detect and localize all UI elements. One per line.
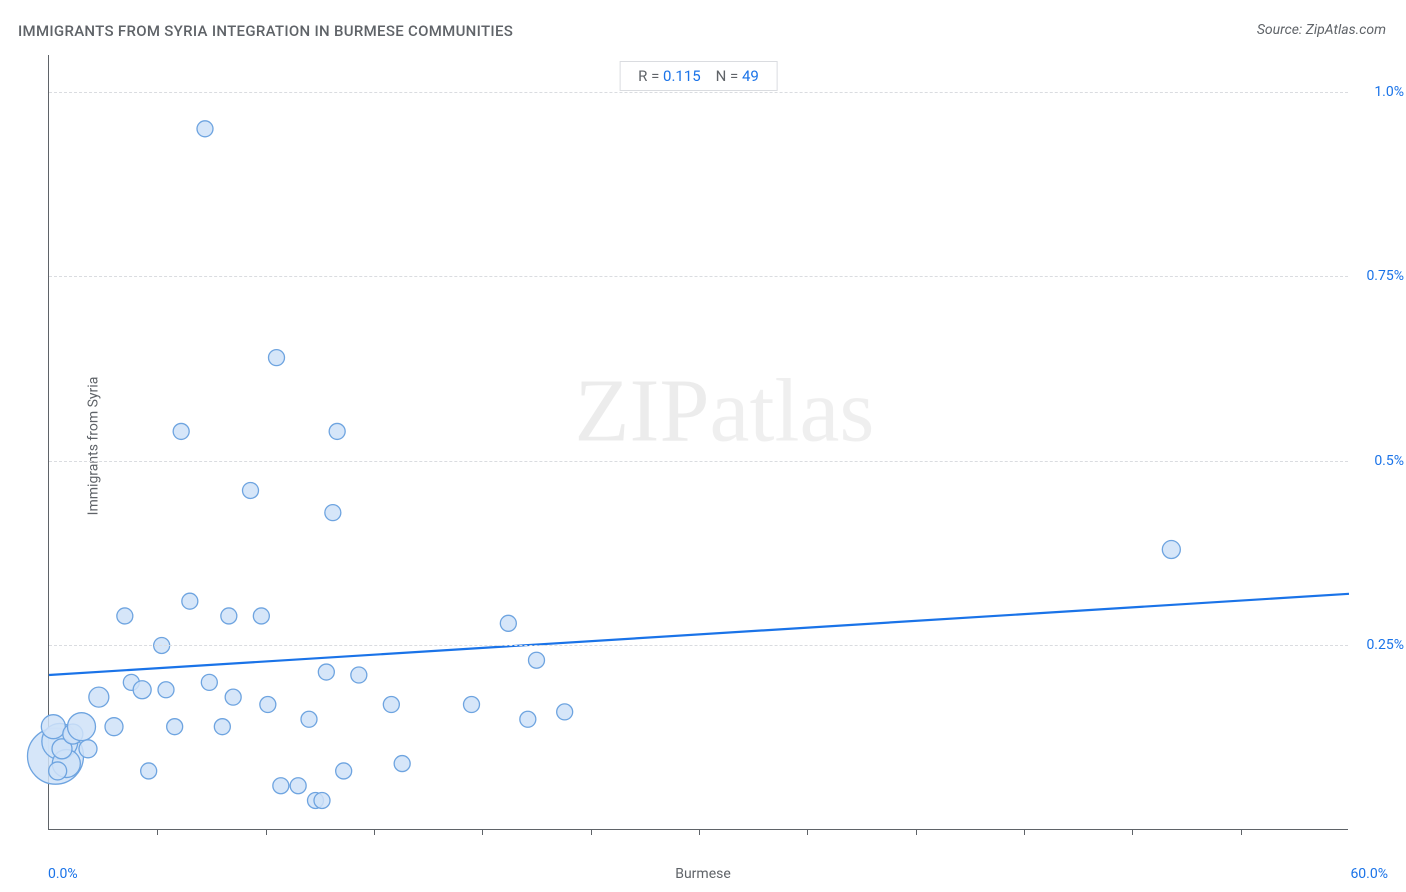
data-point[interactable] — [253, 608, 269, 624]
data-point[interactable] — [141, 763, 157, 779]
data-point[interactable] — [383, 697, 399, 713]
x-tick — [157, 829, 158, 835]
data-point[interactable] — [49, 762, 67, 780]
r-value: 0.115 — [663, 67, 701, 85]
data-point[interactable] — [68, 713, 96, 741]
y-tick-label: 0.5% — [1374, 453, 1404, 469]
data-point[interactable] — [500, 615, 516, 631]
y-tick-label: 0.75% — [1366, 268, 1404, 284]
chart-plot-area: R = 0.115 N = 49 ZIPatlas 0.25%0.5%0.75%… — [48, 55, 1348, 830]
data-point[interactable] — [273, 778, 289, 794]
data-point[interactable] — [182, 593, 198, 609]
data-point[interactable] — [260, 697, 276, 713]
x-tick — [591, 829, 592, 835]
data-point[interactable] — [197, 121, 213, 137]
y-tick-label: 0.25% — [1366, 637, 1404, 653]
data-point[interactable] — [41, 715, 65, 739]
data-point[interactable] — [336, 763, 352, 779]
y-tick-label: 1.0% — [1374, 84, 1404, 100]
data-point[interactable] — [394, 756, 410, 772]
data-point[interactable] — [529, 652, 545, 668]
data-point[interactable] — [225, 689, 241, 705]
x-tick — [807, 829, 808, 835]
data-point[interactable] — [173, 423, 189, 439]
x-tick — [266, 829, 267, 835]
data-point[interactable] — [105, 718, 123, 736]
data-point[interactable] — [301, 711, 317, 727]
gridline — [49, 645, 1348, 646]
gridline — [49, 461, 1348, 462]
data-point[interactable] — [117, 608, 133, 624]
data-point[interactable] — [325, 505, 341, 521]
trend-line — [49, 594, 1349, 675]
r-label: R = — [638, 67, 663, 85]
data-point[interactable] — [520, 711, 536, 727]
data-point[interactable] — [314, 792, 330, 808]
x-tick — [1132, 829, 1133, 835]
data-point[interactable] — [464, 697, 480, 713]
x-tick — [1241, 829, 1242, 835]
data-point[interactable] — [351, 667, 367, 683]
data-point[interactable] — [221, 608, 237, 624]
x-axis-label: Burmese — [675, 866, 731, 882]
data-point[interactable] — [79, 740, 97, 758]
data-point[interactable] — [133, 681, 151, 699]
x-tick — [374, 829, 375, 835]
x-axis-min: 0.0% — [48, 866, 78, 882]
x-tick — [916, 829, 917, 835]
data-point[interactable] — [557, 704, 573, 720]
x-axis-max: 60.0% — [1350, 866, 1388, 882]
chart-title: IMMIGRANTS FROM SYRIA INTEGRATION IN BUR… — [18, 22, 513, 40]
gridline — [49, 92, 1348, 93]
data-point[interactable] — [158, 682, 174, 698]
data-point[interactable] — [167, 719, 183, 735]
n-value: 49 — [742, 67, 759, 85]
data-point[interactable] — [269, 350, 285, 366]
source-attribution: Source: ZipAtlas.com — [1257, 22, 1386, 38]
data-point[interactable] — [1162, 541, 1180, 559]
data-point[interactable] — [243, 482, 259, 498]
x-tick — [699, 829, 700, 835]
x-tick — [1024, 829, 1025, 835]
x-tick — [482, 829, 483, 835]
data-point[interactable] — [318, 664, 334, 680]
data-point[interactable] — [329, 423, 345, 439]
stats-box: R = 0.115 N = 49 — [619, 61, 778, 91]
data-point[interactable] — [201, 674, 217, 690]
n-label: N = — [716, 67, 742, 85]
gridline — [49, 276, 1348, 277]
data-point[interactable] — [89, 687, 109, 707]
data-point[interactable] — [214, 719, 230, 735]
scatter-svg — [49, 55, 1348, 829]
data-point[interactable] — [290, 778, 306, 794]
